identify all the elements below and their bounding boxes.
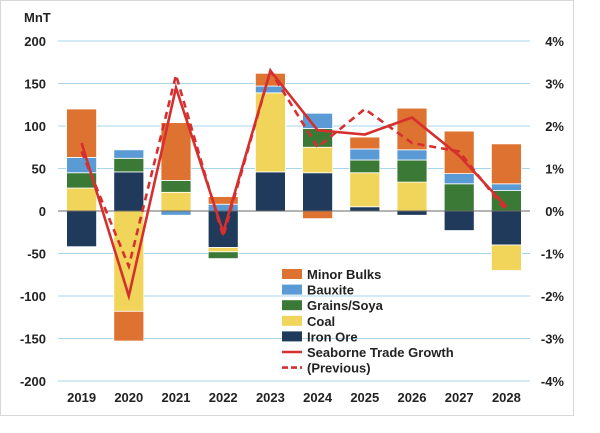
bar-segment	[66, 187, 97, 212]
bar-segment	[490, 210, 522, 246]
x-tick-label: 2028	[492, 390, 521, 405]
y2-tick-label: 2%	[545, 119, 564, 134]
x-tick-label: 2019	[67, 390, 96, 405]
x-tick-label: 2027	[445, 390, 474, 405]
bar-segment	[113, 171, 145, 212]
bar-segment	[396, 149, 428, 161]
bar-segment	[66, 108, 97, 158]
legend-label: (Previous)	[307, 361, 371, 376]
x-tick-label: 2021	[162, 390, 191, 405]
bar-segment	[113, 157, 145, 173]
bar-segment	[113, 310, 145, 342]
bar-segment	[349, 159, 381, 174]
y-tick-label: 50	[32, 162, 46, 177]
bar-segment	[349, 136, 381, 150]
y2-tick-label: 1%	[545, 162, 564, 177]
legend-label: Iron Ore	[307, 329, 358, 344]
bar-segment	[254, 85, 286, 94]
y-tick-label: -100	[20, 289, 46, 304]
x-tick-label: 2023	[256, 390, 285, 405]
bar-segment	[160, 179, 192, 193]
y-tick-label: -200	[20, 374, 46, 389]
bar-segment	[302, 172, 334, 212]
bar-segment	[349, 148, 381, 161]
legend-swatch	[282, 315, 302, 326]
previous-growth-line	[80, 67, 508, 271]
y-tick-label: -50	[27, 247, 46, 262]
bar-segment	[396, 210, 428, 216]
y-tick-label: 100	[24, 119, 46, 134]
bar-segment	[349, 172, 381, 208]
legend-label: Minor Bulks	[307, 267, 381, 282]
bar-segment	[207, 196, 239, 205]
legend-label: Bauxite	[307, 283, 354, 298]
bar-segment	[113, 149, 145, 159]
y2-tick-label: 4%	[545, 34, 564, 49]
bar-segment	[443, 183, 475, 212]
y-tick-label: -150	[20, 332, 46, 347]
x-tick-label: 2026	[398, 390, 427, 405]
y2-tick-label: 3%	[545, 77, 564, 92]
bar-segment	[254, 171, 286, 212]
x-tick-label: 2022	[209, 390, 238, 405]
y2-tick-label: -2%	[541, 289, 565, 304]
bar-segment	[302, 210, 334, 220]
x-tick-label: 2020	[114, 390, 143, 405]
bar-segment	[490, 143, 522, 185]
y-tick-label: 150	[24, 77, 46, 92]
y-tick-label: 0	[39, 204, 46, 219]
bar-segment	[207, 203, 239, 212]
x-tick-label: 2024	[303, 390, 333, 405]
legend-swatch	[282, 331, 302, 342]
bar-segment	[302, 146, 334, 174]
growth-line	[80, 67, 508, 302]
bar-segment	[66, 157, 97, 174]
y2-tick-label: -3%	[541, 332, 565, 347]
bar-segment	[160, 191, 192, 212]
bar-segment	[396, 159, 428, 183]
legend-swatch	[282, 300, 302, 311]
bar-segment	[396, 181, 428, 212]
y-axis-unit-label: MnT	[24, 10, 51, 25]
bar-segment	[443, 173, 475, 185]
legend-label: Grains/Soya	[307, 298, 384, 313]
legend-label: Seaborne Trade Growth	[307, 345, 454, 360]
x-tick-label: 2025	[350, 390, 379, 405]
bar-segment	[207, 251, 239, 260]
legend-swatch	[282, 284, 302, 295]
bar-segment	[66, 210, 97, 248]
y2-tick-label: -1%	[541, 247, 565, 262]
bar-segment	[490, 244, 522, 271]
bar-segment	[160, 210, 192, 216]
bar-segment	[443, 210, 475, 231]
y-tick-label: 200	[24, 34, 46, 49]
bar-segment	[490, 183, 522, 192]
bar-segment	[349, 206, 381, 212]
legend-label: Coal	[307, 314, 335, 329]
legend-swatch	[282, 269, 302, 279]
bar-segment	[207, 247, 239, 253]
y2-tick-label: 0%	[545, 204, 564, 219]
y2-tick-label: -4%	[541, 374, 565, 389]
